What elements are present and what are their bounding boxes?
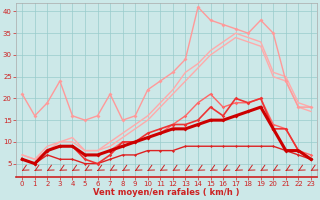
X-axis label: Vent moyen/en rafales ( km/h ): Vent moyen/en rafales ( km/h ) xyxy=(93,188,240,197)
